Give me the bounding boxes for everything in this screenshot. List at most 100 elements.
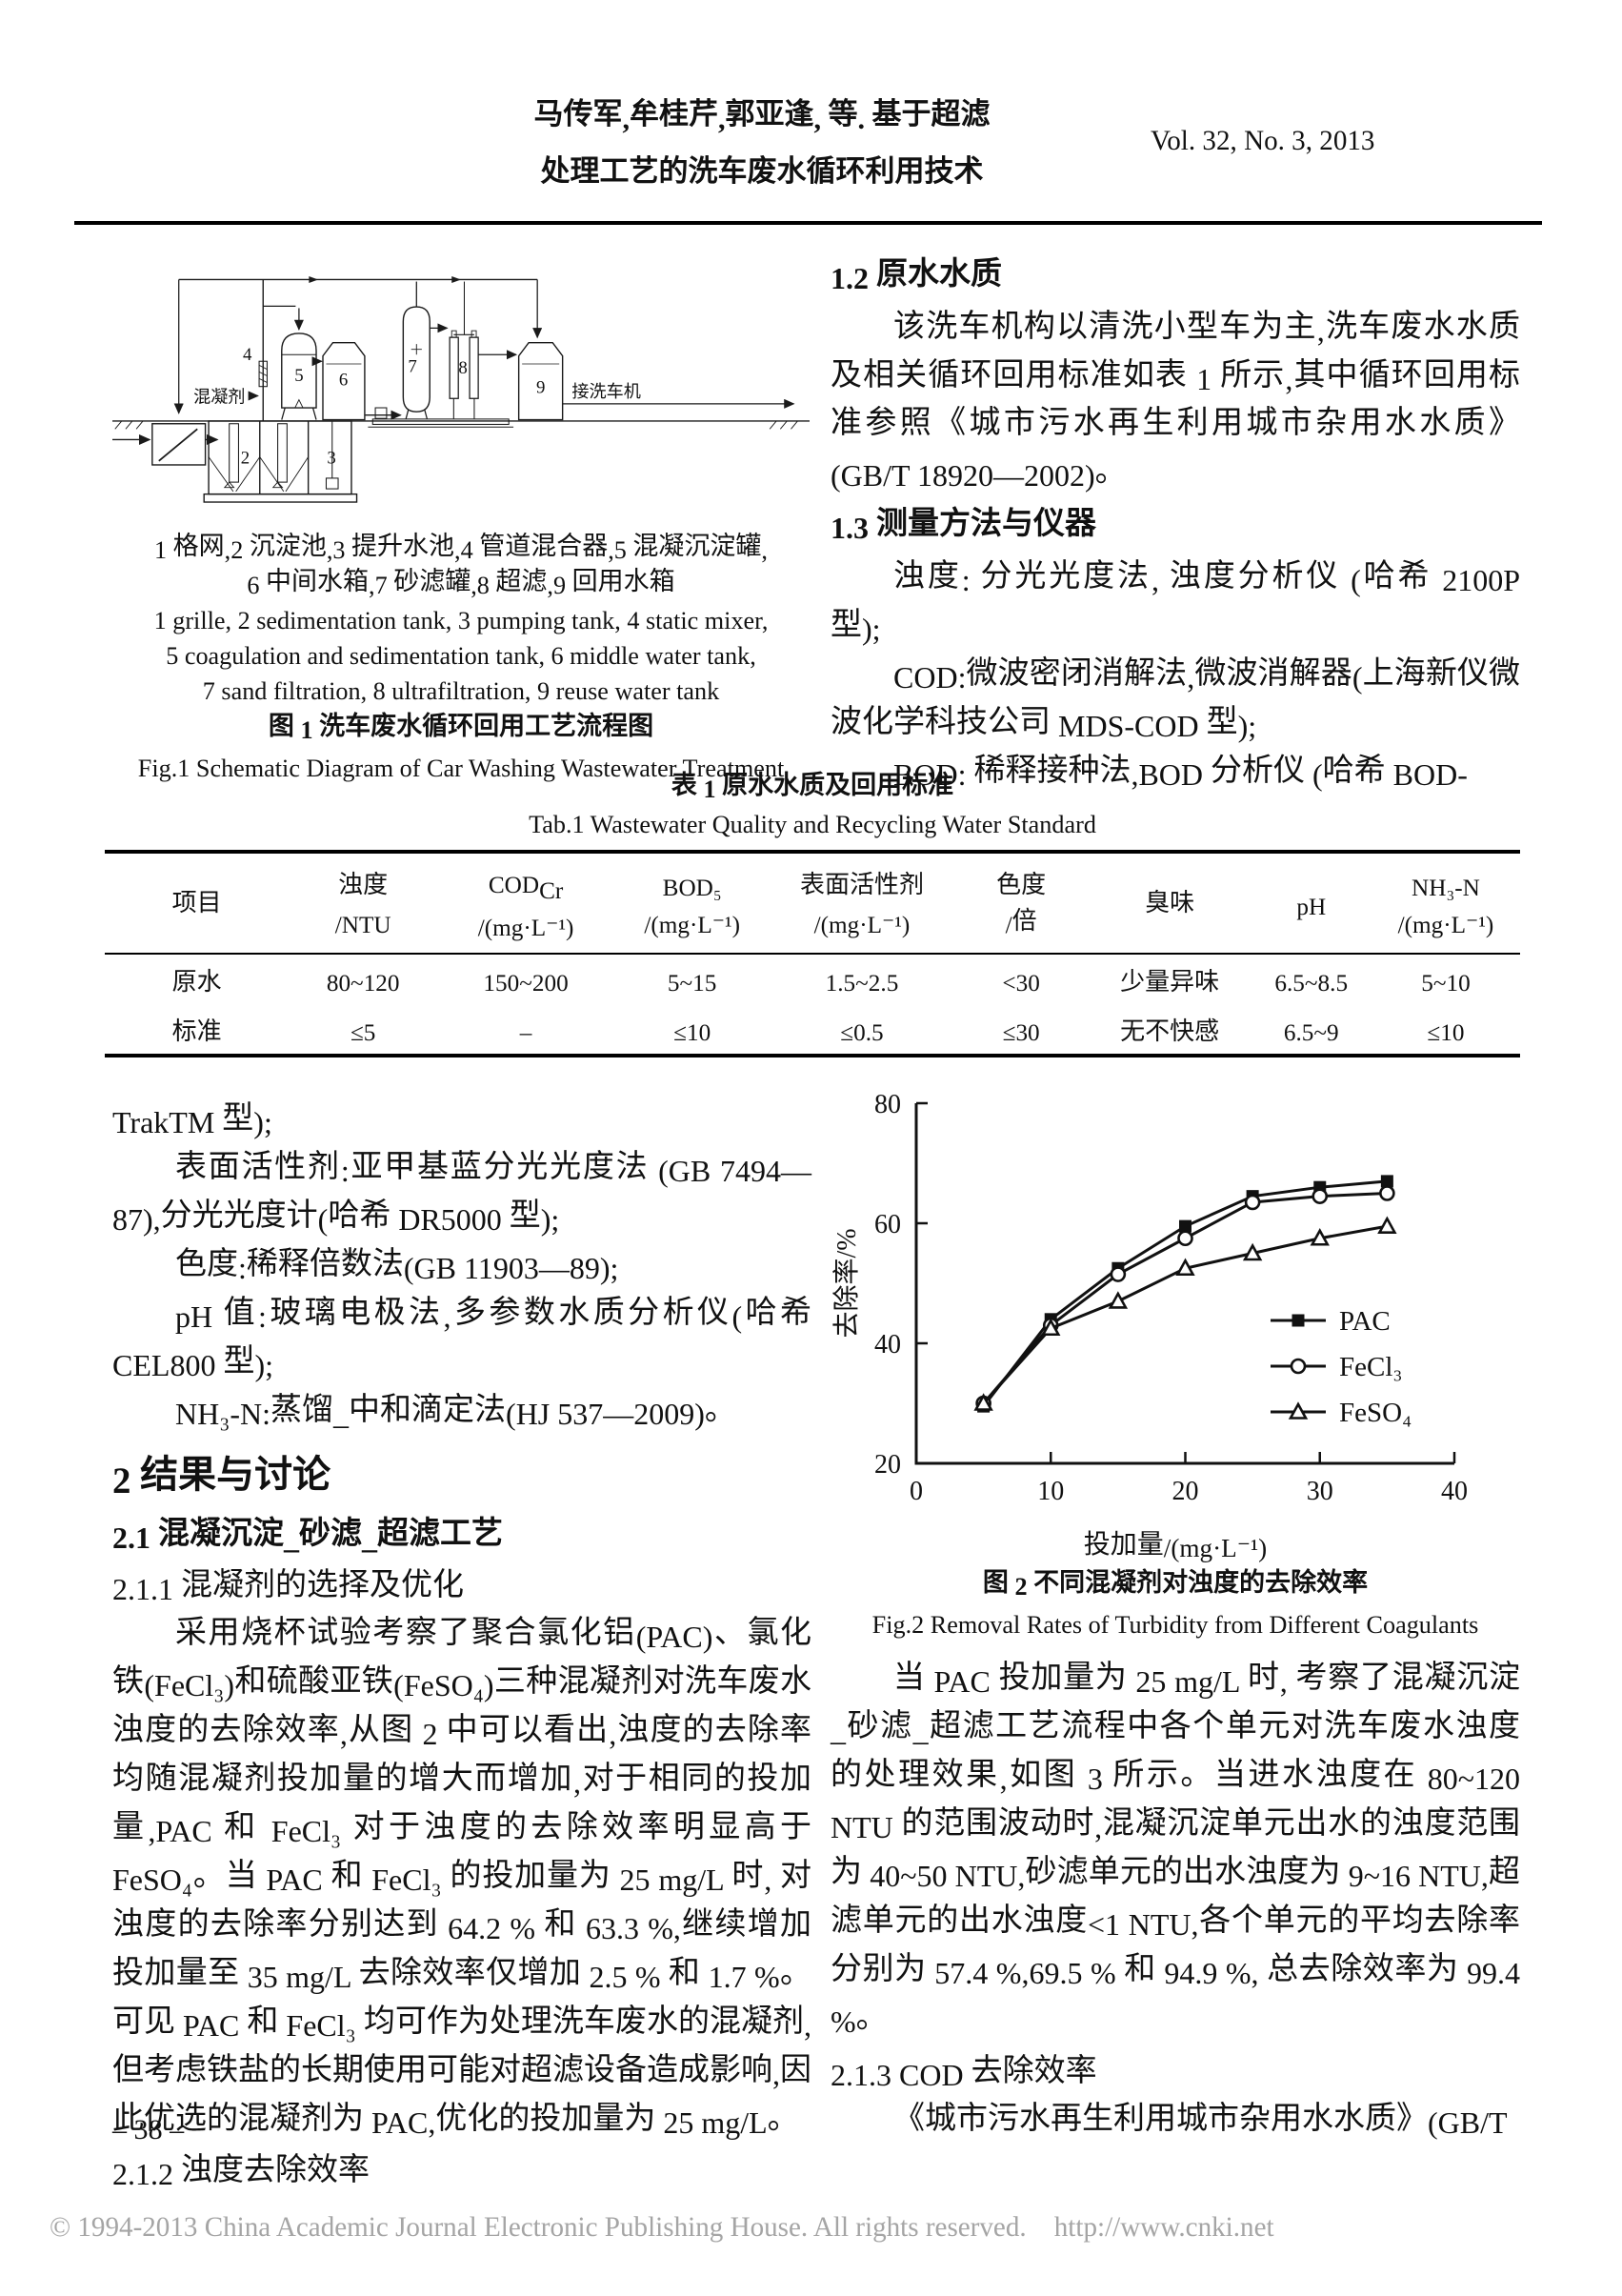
fig2-series-line-FeSO₄	[982, 1224, 1388, 1405]
grille-unit	[112, 423, 219, 466]
table-cell: 6.5~9	[1283, 1020, 1339, 1047]
fig2-y-tick-label: 40	[874, 1330, 901, 1359]
table-cell: 少量异味	[1120, 967, 1220, 996]
fig2-series-line-PAC	[982, 1179, 1388, 1408]
sand-filter-vessel	[402, 281, 431, 420]
fig2-y-tick-label: 80	[874, 1090, 901, 1119]
table-header-cell: pH	[1296, 894, 1327, 920]
table-row-label: 原水	[171, 967, 222, 996]
header-divider	[74, 221, 1542, 225]
table-header-cell: CODCr/(mg·L⁻¹)	[477, 872, 574, 942]
fig2-chart-svg: 0 10 20 30 40 20 40 60 80 去除率/% PAC FeCl₃ FeSO₄	[831, 1090, 1468, 1506]
fig1-caption-en-3: 7 sand filtration, 8 ultrafiltration, 9 …	[202, 677, 720, 706]
table-cell: 5~15	[667, 971, 717, 997]
label-5: 5	[294, 366, 303, 386]
wastewater-quality-table: 项目 浊度/NTU CODCr/(mg·L⁻¹) BOD₅/(mg·L⁻¹) 表面活性剂…	[105, 850, 1520, 1057]
label-6: 6	[339, 370, 348, 390]
label-3: 3	[327, 449, 335, 469]
heading-1-3: 1.3 测量方法与仪器	[831, 507, 1096, 546]
middle-water-tank	[311, 342, 366, 421]
label-to-washer: 接洗车机	[571, 382, 640, 401]
fig2-x-tick-label: 20	[1172, 1477, 1199, 1506]
table-header-cell: BOD₅/(mg·L⁻¹)	[644, 876, 741, 939]
process-diagram	[112, 275, 810, 503]
table-cell: ≤10	[673, 1020, 711, 1047]
table-cell: 6.5~8.5	[1274, 971, 1349, 997]
paragraph-chroma-method: 色度:稀释倍数法(GB 11903—89);	[175, 1247, 619, 1286]
fig2-marker-FeCl₃	[1244, 1194, 1261, 1211]
label-8: 8	[458, 358, 467, 378]
table1-title-cn: 表 1 原水水质及回用标准	[671, 771, 954, 804]
table-header-cell: 项目	[171, 889, 222, 916]
table-cell: 5~10	[1421, 971, 1471, 997]
paragraph-traktm: TrakTM 型);	[112, 1101, 272, 1140]
paragraph-coagulant-study: 采用烧杯试验考察了聚合氯化铝(PAC)、氯化铁(FeCl₃)和硫酸亚铁(FeSO…	[112, 1616, 812, 2141]
table1-title-en: Tab.1 Wastewater Quality and Recycling W…	[529, 811, 1096, 839]
table-header-cell: 浊度/NTU	[334, 870, 391, 938]
paragraph-ph-method: pH 值:玻璃电极法,多参数水质分析仪(哈希 CEL800 型);	[112, 1296, 812, 1383]
volume-info: Vol. 32, No. 3, 2013	[1151, 125, 1375, 156]
heading-2-1-1: 2.1.1 混凝剂的选择及优化	[112, 1568, 464, 1607]
left-column-body: TrakTM 型); 表面活性剂:亚甲基蓝分光光度法 (GB 7494—87),…	[112, 1094, 811, 2193]
fig2-x-tick-label: 40	[1441, 1477, 1468, 1506]
diagram-labels: 2 3 4 5 6 7 8 9 混凝剂 接洗车机	[193, 345, 641, 469]
table-cell: ≤5	[350, 1020, 376, 1047]
static-mixer-riser	[248, 279, 304, 421]
fig2-marker-FeSO₄	[1242, 1242, 1263, 1261]
fig2-marker-FeSO₄	[1310, 1228, 1330, 1246]
top-return-line	[173, 275, 543, 414]
article-title-line1: 马传军,牟桂芹,郭亚逢, 等. 基于超滤	[533, 97, 991, 135]
table-header-cell: 色度/倍	[996, 870, 1047, 938]
reuse-water-tank	[478, 342, 564, 421]
fig1-diagram-svg: 2 3 4 5 6 7 8 9 混凝剂 接洗车机	[112, 275, 810, 503]
table-header-cell: 臭味	[1145, 889, 1195, 916]
table-row-label: 标准	[171, 1017, 222, 1045]
fig2-legend-marker	[1290, 1358, 1307, 1375]
fig2-marker-FeSO₄	[973, 1393, 993, 1411]
fig2-x-tick-label: 0	[910, 1477, 923, 1506]
fig1-caption-en-1: 1 grille, 2 sedimentation tank, 3 pumpin…	[153, 607, 769, 635]
fig2-marker-FeCl₃	[1110, 1266, 1127, 1282]
ultrafiltration-unit	[430, 281, 479, 419]
table-cell: ≤0.5	[840, 1020, 884, 1047]
fig2-x-tick-label: 30	[1307, 1477, 1333, 1506]
heading-2-1: 2.1 混凝沉淀_砂滤_超滤工艺	[112, 1517, 503, 1556]
fig2-y-axis-label: 去除率/%	[831, 1228, 862, 1338]
copyright-notice: © 1994-2013 China Academic Journal Elect…	[50, 2211, 1274, 2243]
section-1-2-and-1-3: 1.2 原水水质 该洗车机构以清洗小型车为主,洗车废水水质及相关循环回用标准如表…	[831, 252, 1520, 795]
table-row: 原水 80~120 150~200 5~15 1.5~2.5 <30 少量异味 6.5~8.5…	[105, 954, 1520, 1004]
label-2: 2	[241, 449, 250, 469]
paragraph-bod-method: BOD: 稀释接种法,BOD 分析仪 (哈希 BOD-	[893, 754, 1468, 793]
page-number: – 38 –	[112, 2112, 185, 2145]
coagulation-tank	[281, 332, 317, 420]
ground-line	[112, 420, 810, 430]
fig2-caption-en: Fig.2 Removal Rates of Turbidity from Di…	[871, 1611, 1479, 1640]
label-9: 9	[536, 378, 545, 398]
fig2-legend-label: PAC	[1339, 1306, 1391, 1337]
heading-1-2: 1.2 原水水质	[831, 257, 1002, 296]
right-column-body: 0 10 20 30 40 20 40 60 80 去除率/% PAC FeCl₃ FeSO₄ 投加量/…	[831, 1075, 1520, 2143]
transfer-pump	[364, 407, 402, 420]
heading-2: 2 结果与讨论	[112, 1453, 331, 1502]
table-header-cell: NH₃-N/(mg·L⁻¹)	[1397, 876, 1494, 939]
table-cell: 1.5~2.5	[825, 971, 899, 997]
fig2-marker-FeCl₃	[1177, 1230, 1193, 1247]
table-cell: 150~200	[483, 971, 569, 997]
table-cell: –	[519, 1020, 532, 1047]
figure-1: 2 3 4 5 6 7 8 9 混凝剂 接洗车机 1 格网,2 沉淀池,3 提升…	[112, 250, 810, 783]
fig2-marker-FeCl₃	[1312, 1188, 1329, 1204]
table-cell: 80~120	[326, 971, 400, 997]
label-7: 7	[408, 356, 416, 376]
fig2-legend-marker	[1288, 1401, 1309, 1420]
paragraph-last: 《城市污水再生利用城市杂用水水质》(GB/T	[893, 2102, 1508, 2141]
paragraph-raw-water: 该洗车机构以清洗小型车为主,洗车废水水质及相关循环回用标准如表 1 所示,其中循…	[831, 310, 1521, 493]
article-title-line2: 处理工艺的洗车废水循环利用技术	[540, 154, 984, 188]
fig2-marker-FeSO₄	[1108, 1291, 1129, 1309]
fig2-x-tick-label: 10	[1037, 1477, 1064, 1506]
fig2-caption-cn: 图 2 不同混凝剂对浊度的去除效率	[982, 1568, 1369, 1601]
fig2-legend-label: FeCl₃	[1339, 1352, 1403, 1382]
table-header-cell: 表面活性剂/(mg·L⁻¹)	[799, 870, 924, 938]
label-4: 4	[243, 345, 252, 365]
paragraph-surfactant-method: 表面活性剂:亚甲基蓝分光光度法 (GB 7494—87),分光光度计(哈希 DR…	[112, 1150, 812, 1238]
